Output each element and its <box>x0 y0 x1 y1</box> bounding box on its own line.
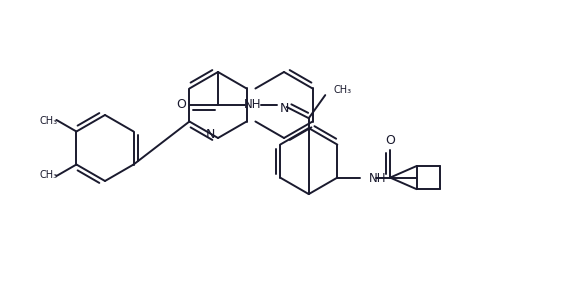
Text: N: N <box>206 127 215 141</box>
Text: NH: NH <box>244 97 262 111</box>
Text: N: N <box>280 101 289 115</box>
Text: O: O <box>385 134 395 147</box>
Text: NH: NH <box>368 172 386 185</box>
Text: CH₃: CH₃ <box>40 116 58 126</box>
Text: CH₃: CH₃ <box>40 170 58 180</box>
Text: CH₃: CH₃ <box>333 85 352 95</box>
Text: O: O <box>176 99 186 111</box>
